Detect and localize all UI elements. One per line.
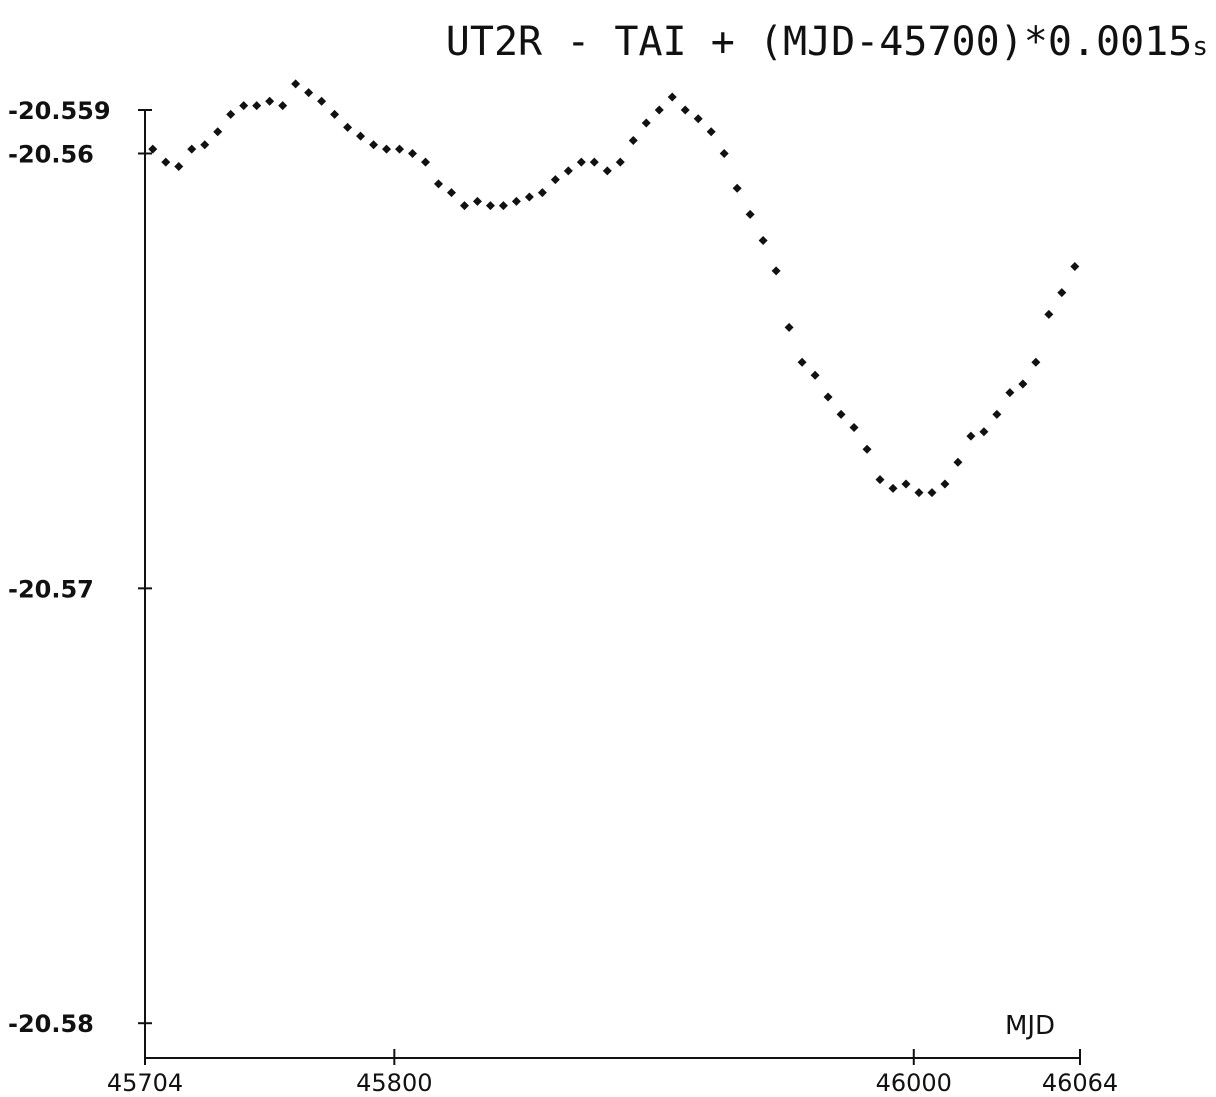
data-point [680, 105, 690, 115]
data-point [265, 96, 275, 106]
data-point [940, 479, 950, 489]
data-point [1031, 357, 1041, 367]
x-tick-label: 45704 [107, 1069, 183, 1097]
data-point [1018, 379, 1028, 389]
data-point [628, 135, 638, 145]
data-point [213, 127, 223, 137]
data-point [252, 101, 262, 111]
ticks-layer: -20.559 -20.56 -20.57 -20.58 45704 45800 46000… [8, 97, 1118, 1097]
data-point [888, 483, 898, 493]
data-point [550, 175, 560, 185]
x-tick-label: 45800 [356, 1069, 432, 1097]
data-point [459, 201, 469, 211]
data-point [745, 209, 755, 219]
x-axis-label: MJD [1005, 1011, 1055, 1041]
data-point [537, 188, 547, 198]
data-point [304, 88, 314, 98]
data-point [849, 422, 859, 432]
data-point [758, 235, 768, 245]
data-point [343, 122, 353, 132]
points-layer [148, 79, 1080, 498]
y-tick-label: -20.57 [8, 575, 94, 603]
x-tick-label: 46064 [1042, 1069, 1118, 1097]
data-point [356, 131, 366, 141]
data-point [511, 196, 521, 206]
data-point [1005, 388, 1015, 398]
data-point [576, 157, 586, 167]
data-point [446, 188, 456, 198]
data-point [563, 166, 573, 176]
data-point [421, 157, 430, 167]
data-point [706, 127, 716, 137]
y-tick-label: -20.559 [8, 97, 111, 125]
data-point [330, 109, 340, 119]
data-point [836, 409, 846, 419]
data-point [810, 370, 820, 380]
data-point [317, 96, 327, 106]
data-point [966, 431, 976, 441]
data-point [823, 392, 833, 402]
y-tick-label: -20.58 [8, 1010, 94, 1038]
data-point [239, 101, 249, 111]
data-point [784, 322, 794, 332]
chart-title: UT2R - TAI + (MJD-45700)*0.0015s [446, 19, 1208, 65]
data-point [771, 266, 781, 276]
data-point [408, 148, 418, 158]
chart-title-unit: s [1192, 32, 1208, 62]
data-point [161, 157, 171, 167]
data-point [602, 166, 612, 176]
data-point [589, 157, 599, 167]
chart-title-main: UT2R - TAI + (MJD-45700)*0.0015 [446, 19, 1193, 65]
data-point [485, 201, 495, 211]
data-point [395, 144, 405, 154]
data-point [953, 457, 963, 467]
data-point [719, 148, 729, 158]
data-point [278, 101, 288, 111]
data-point [927, 488, 937, 498]
data-point [862, 444, 872, 454]
data-point [875, 475, 885, 485]
data-point [979, 427, 989, 437]
data-point [693, 114, 703, 124]
data-point [1070, 262, 1080, 272]
data-point [148, 144, 158, 154]
data-point [498, 201, 508, 211]
data-point [472, 196, 482, 206]
data-point [369, 140, 379, 150]
data-point [174, 162, 184, 172]
data-point [200, 140, 210, 150]
data-point [382, 144, 392, 154]
data-point [992, 409, 1002, 419]
data-point [914, 488, 924, 498]
data-point [433, 179, 443, 189]
data-point [1044, 309, 1054, 319]
x-tick-label: 46000 [876, 1069, 952, 1097]
data-point [187, 144, 197, 154]
data-point [641, 118, 651, 128]
y-tick-label: -20.56 [8, 140, 94, 168]
data-point [667, 92, 677, 102]
data-point [797, 357, 807, 367]
data-point [524, 192, 534, 202]
data-point [654, 105, 664, 115]
data-point [1057, 288, 1067, 298]
data-point [732, 183, 742, 193]
data-point [615, 157, 625, 167]
data-point [291, 79, 301, 89]
data-point [901, 479, 911, 489]
data-point [226, 109, 236, 119]
